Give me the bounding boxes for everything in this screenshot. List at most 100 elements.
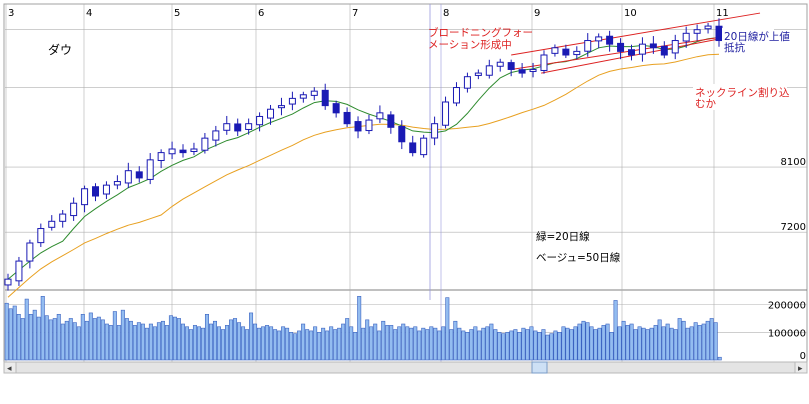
candle-up bbox=[442, 101, 450, 126]
volume-bar bbox=[233, 318, 238, 361]
volume-bar bbox=[453, 320, 458, 361]
candle-up bbox=[190, 148, 198, 152]
candle-up bbox=[245, 123, 253, 130]
candle-up bbox=[277, 105, 285, 109]
volume-bar bbox=[433, 327, 438, 361]
price-tick-label: 8100 bbox=[781, 157, 806, 168]
candle-up bbox=[113, 181, 121, 186]
scrollbar-thumb[interactable] bbox=[531, 361, 548, 374]
volume-bar bbox=[441, 326, 446, 361]
volume-bar bbox=[557, 332, 562, 361]
candle-down bbox=[332, 103, 340, 114]
candle-up bbox=[168, 148, 176, 155]
candle-up bbox=[452, 87, 460, 104]
volume-bar bbox=[329, 326, 334, 361]
volume-bar bbox=[401, 323, 406, 361]
volume-bar bbox=[241, 326, 246, 361]
volume-bar bbox=[385, 325, 390, 361]
candle-up bbox=[376, 112, 384, 120]
scroll-left-arrow-icon: ◂ bbox=[7, 364, 12, 374]
volume-bar bbox=[289, 332, 294, 361]
candle-up bbox=[463, 76, 471, 89]
volume-bar bbox=[529, 326, 534, 361]
ma50-line bbox=[7, 53, 720, 298]
volume-bar bbox=[221, 329, 226, 361]
volume-bar bbox=[645, 329, 650, 361]
candle-up bbox=[223, 123, 231, 131]
candle-up bbox=[365, 119, 373, 132]
candle-up bbox=[431, 123, 439, 139]
volume-bar bbox=[12, 305, 17, 361]
candle-up bbox=[59, 213, 67, 222]
volume-bar bbox=[541, 329, 546, 361]
scrollbar-track[interactable] bbox=[3, 361, 808, 374]
scroll-right-arrow-icon: ▸ bbox=[798, 364, 803, 374]
volume-bar bbox=[333, 329, 338, 361]
annotation-box-neckline bbox=[693, 84, 787, 110]
horizontal-scrollbar[interactable]: ◂ ▸ bbox=[3, 361, 808, 374]
volume-bar bbox=[108, 325, 113, 361]
volume-bar bbox=[140, 323, 145, 361]
volume-bar bbox=[52, 318, 57, 361]
volume-bar bbox=[429, 326, 434, 361]
ma20-line bbox=[7, 37, 720, 280]
candle-up bbox=[256, 115, 264, 126]
volume-bar bbox=[653, 325, 658, 361]
volume-bar bbox=[481, 327, 486, 361]
volume-bar bbox=[172, 316, 177, 361]
volume-bar bbox=[44, 315, 49, 361]
volume-bar bbox=[405, 326, 410, 361]
volume-bar bbox=[565, 327, 570, 361]
volume-bar bbox=[457, 327, 462, 361]
volume-bar bbox=[128, 320, 133, 361]
volume-bar bbox=[305, 329, 310, 361]
candle-up bbox=[299, 94, 307, 99]
volume-bar bbox=[633, 329, 638, 361]
volume-bar bbox=[148, 323, 153, 361]
volume-bar bbox=[293, 333, 298, 361]
volume-bar bbox=[545, 334, 550, 361]
volume-bar bbox=[449, 329, 454, 361]
volume-bar bbox=[341, 323, 346, 361]
volume-bar bbox=[437, 330, 442, 361]
volume-bar bbox=[249, 312, 254, 361]
price-tick-label: 7200 bbox=[781, 222, 806, 233]
volume-bar bbox=[597, 327, 602, 361]
volume-bar bbox=[285, 327, 290, 361]
volume-bar bbox=[593, 329, 598, 361]
scroll-right-button[interactable] bbox=[794, 361, 808, 374]
legend-ma50: ベージュ=50日線 bbox=[536, 251, 621, 264]
candle-up bbox=[212, 130, 220, 141]
volume-bar bbox=[124, 318, 129, 361]
volume-bar bbox=[116, 325, 121, 361]
volume-bar bbox=[68, 318, 73, 361]
volume-bar bbox=[613, 300, 618, 361]
volume-bar bbox=[413, 326, 418, 361]
candle-down bbox=[234, 123, 242, 132]
scroll-left-button[interactable] bbox=[3, 361, 17, 374]
volume-tick-label: 0 bbox=[800, 351, 806, 362]
volume-bar bbox=[617, 326, 622, 361]
volume-bar bbox=[176, 318, 181, 361]
candle-down bbox=[617, 42, 625, 52]
candle-up bbox=[81, 188, 89, 206]
annotation-broadening-formation-line1: ブロードニングフォー bbox=[428, 26, 533, 39]
volume-bar bbox=[24, 298, 29, 361]
annotation-broadening-formation-line2: メーション形成中 bbox=[428, 38, 512, 51]
volume-bar bbox=[4, 302, 9, 361]
candle-up bbox=[267, 108, 275, 119]
candle-up bbox=[584, 40, 592, 52]
candle-up bbox=[420, 137, 428, 156]
volume-bar bbox=[321, 327, 326, 361]
volume-bar bbox=[192, 325, 197, 361]
volume-bar bbox=[309, 330, 314, 361]
volume-bar bbox=[365, 319, 370, 361]
annotation-box-resistance bbox=[722, 28, 774, 54]
volume-bar bbox=[337, 327, 342, 361]
volume-bar bbox=[229, 319, 234, 361]
volume-bar bbox=[277, 330, 282, 361]
x-tick-label: 10 bbox=[624, 8, 637, 19]
volume-bar bbox=[605, 323, 610, 361]
volume-bar bbox=[345, 318, 350, 361]
